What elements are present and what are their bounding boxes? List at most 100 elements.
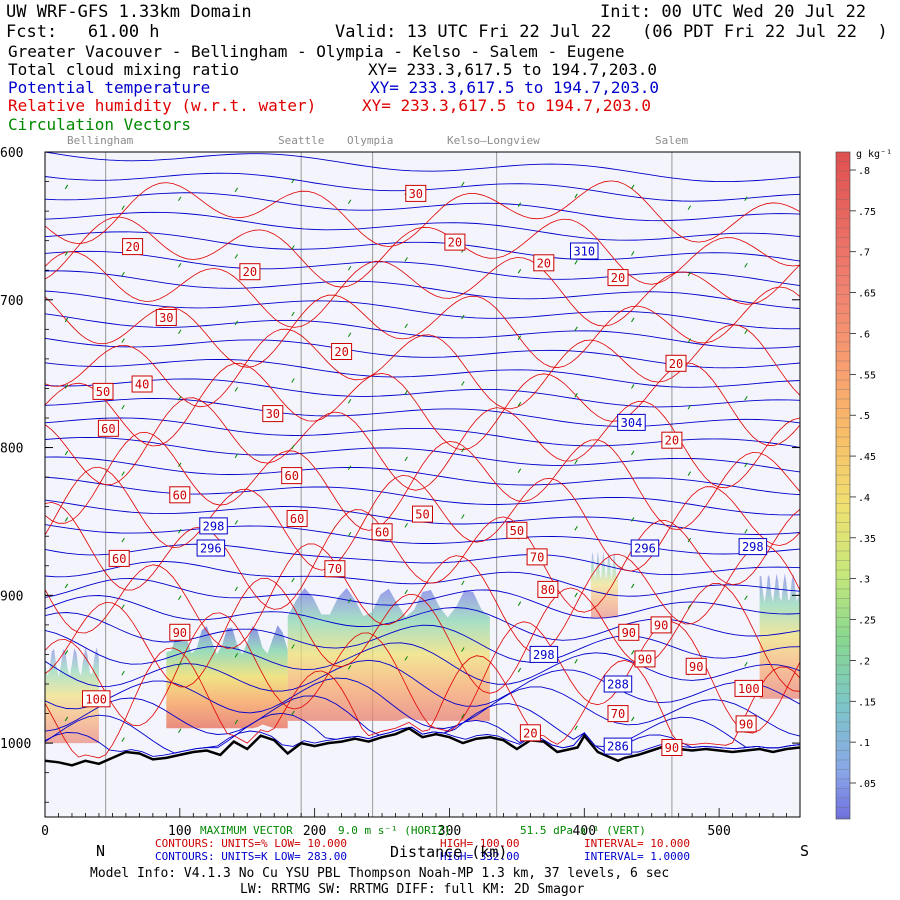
rh-label: 50 <box>415 508 429 522</box>
vector-arrow <box>291 444 295 450</box>
vector-arrow <box>574 260 578 265</box>
theta-label-box <box>570 242 599 260</box>
y-tick-label: 1000 <box>0 737 31 752</box>
vector-arrow <box>631 384 635 389</box>
max-vector-label: MAXIMUM VECTOR <box>200 824 293 837</box>
rh-label: 60 <box>375 525 389 539</box>
axes: 600 700 800 900 1000 0 100 200 300 400 500 <box>0 146 801 839</box>
colorbar-tick-label: .3 <box>858 575 870 586</box>
cloud-region <box>166 625 288 729</box>
theta-contour <box>45 595 800 641</box>
city-label-bellingham: Bellingham <box>67 134 134 147</box>
rh-label: 60 <box>101 422 115 436</box>
vector-arrow <box>574 393 578 398</box>
rh-label: 20 <box>448 236 462 250</box>
colorbar-tick-label: .2 <box>858 656 870 667</box>
vector-arrow <box>687 471 692 476</box>
rh-label: 90 <box>622 626 636 640</box>
vector-arrow <box>631 517 635 522</box>
vector-arrow <box>121 670 125 676</box>
colorbar-tick-label: .8 <box>858 166 870 177</box>
vector-arrow <box>631 650 635 655</box>
rh-contour <box>45 647 800 759</box>
theta-label: 298 <box>203 519 225 533</box>
vector-arrow <box>347 199 352 204</box>
rh-label: 100 <box>738 682 760 696</box>
vector-arrow <box>347 265 352 271</box>
rh-label-box <box>405 184 427 202</box>
vector-arrow <box>744 329 748 335</box>
vector-arrow <box>404 589 408 595</box>
rh-label: 20 <box>334 345 348 359</box>
vector-arrow <box>178 662 182 667</box>
theta-label-box <box>603 737 633 755</box>
vector-arrow <box>347 398 352 404</box>
rh-label-box <box>650 616 672 634</box>
vector-arrow <box>461 647 465 652</box>
rh-label-box <box>82 690 111 708</box>
rh-label: 30 <box>159 311 173 325</box>
vector-arrow <box>461 314 465 320</box>
colorbar-tick-label: .1 <box>858 738 870 749</box>
vector-arrow <box>178 263 182 268</box>
rh-label-box <box>169 623 191 641</box>
rh-label-box <box>108 549 130 567</box>
cloud-region <box>591 551 618 618</box>
vector-arrow <box>291 577 295 583</box>
rh-high-info: HIGH= 100.00 <box>440 837 519 850</box>
vector-arrow <box>574 725 578 731</box>
rh-label-box <box>607 705 629 723</box>
vector-arrow <box>234 254 239 259</box>
rh-label: 20 <box>537 256 551 270</box>
rh-contour <box>45 324 800 410</box>
vector-arrow <box>178 196 182 202</box>
vector-arrow <box>347 598 352 603</box>
rh-label-box <box>661 739 683 756</box>
theta-contour <box>45 192 800 222</box>
rh-label: 90 <box>739 717 753 731</box>
rh-label-box <box>262 405 284 423</box>
vector-arrow <box>64 517 69 522</box>
vector-arrow <box>347 531 352 537</box>
theta-label: 296 <box>634 542 656 556</box>
vector-arrow <box>574 659 578 664</box>
field-rh-xy: XY= 233.3,617.5 to 194.7,203.0 <box>362 96 651 115</box>
rh-label-box <box>371 523 393 541</box>
rh-label: 90 <box>689 660 703 674</box>
vector-arrow <box>64 384 69 389</box>
rh-label: 90 <box>638 652 652 666</box>
theta-label-box <box>196 539 226 557</box>
vector-arrow <box>517 401 522 407</box>
vector-arrow <box>461 181 465 187</box>
theta-contour <box>45 612 800 663</box>
rh-label: 20 <box>243 265 257 279</box>
rh-label: 40 <box>135 378 149 392</box>
vector-arrow <box>121 471 125 476</box>
rh-label-box <box>444 233 466 251</box>
vector-arrow <box>404 656 408 661</box>
vector-arrow <box>121 338 125 343</box>
field-vectors-name: Circulation Vectors <box>8 115 192 134</box>
vector-arrow <box>178 595 182 601</box>
rh-contour <box>45 216 800 288</box>
theta-contour <box>45 524 800 555</box>
vector-arrow <box>64 184 69 190</box>
theta-contour <box>45 358 800 388</box>
x-tick-label: 100 <box>168 824 191 839</box>
vector-arrow <box>404 523 408 528</box>
init-time: Init: 00 UTC Wed 20 Jul 22 <box>600 2 867 22</box>
rh-label-box <box>685 657 707 675</box>
vector-arrow <box>744 662 748 667</box>
colorbar-tick-label: .4 <box>858 493 870 504</box>
vector-arrow <box>347 332 352 337</box>
rh-label: 100 <box>85 692 107 706</box>
theta-label: 296 <box>200 542 222 556</box>
colorbar-tick-label: .6 <box>858 330 870 341</box>
city-label-olympia: Olympia <box>347 134 394 147</box>
vector-arrow <box>574 526 578 531</box>
vector-arrow <box>744 396 748 401</box>
north-label: N <box>96 842 105 860</box>
vector-arrow <box>121 537 125 543</box>
theta-contour <box>45 211 800 241</box>
rh-label: 30 <box>409 187 423 201</box>
